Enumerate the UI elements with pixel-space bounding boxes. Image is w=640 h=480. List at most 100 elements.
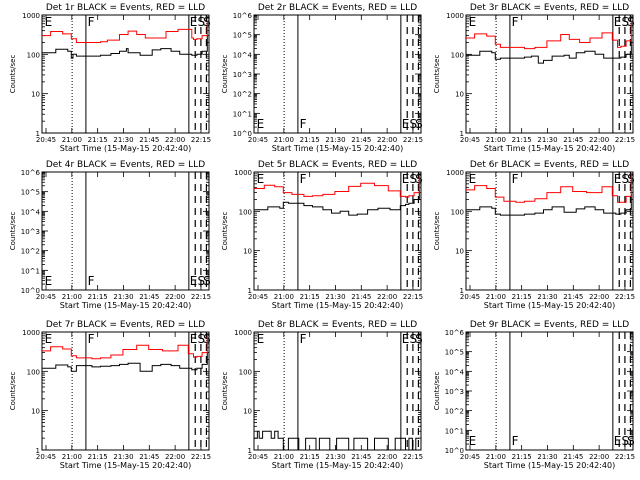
y-axis-label: Counts/sec: [221, 372, 229, 411]
y-tick-label: 10: [455, 248, 464, 256]
annotation-e: E: [614, 172, 622, 186]
x-tick-label: 21:30: [537, 453, 557, 461]
x-tick-label: 21:45: [563, 293, 583, 301]
annotation-f: F: [300, 332, 307, 346]
annotation-e: E: [402, 117, 410, 131]
x-tick-label: 21:00: [486, 453, 506, 461]
y-tick-label: 10^2: [233, 91, 252, 99]
series-line-events: [254, 430, 420, 451]
x-tick-label: 21:30: [537, 293, 557, 301]
x-axis-label: Start Time (15-May-15 20:42:40): [272, 144, 403, 153]
series-line-lld: [42, 21, 208, 43]
x-tick-label: 22:00: [377, 453, 397, 461]
y-tick-label: 10^0: [233, 130, 252, 138]
y-tick-label: 1000: [22, 329, 40, 337]
plot-frame: [253, 331, 422, 451]
y-tick-label: 1: [36, 130, 40, 138]
y-tick-label: 100: [451, 208, 464, 216]
x-tick-label: 21:00: [274, 293, 294, 301]
series-line-events: [254, 189, 420, 216]
chart-panel-1r: Det 1r BLACK = Events, RED = LLD 1 10 100 10…: [9, 3, 211, 153]
x-tick-label: 21:15: [88, 293, 108, 301]
y-axis-label: Counts/sec: [433, 55, 441, 94]
y-tick-label: 10^2: [21, 248, 40, 256]
annotation-f: F: [88, 274, 95, 288]
y-tick-label: 10^2: [445, 408, 464, 416]
x-tick-label: 21:15: [300, 453, 320, 461]
x-tick-label: 20:45: [248, 136, 268, 144]
chart-title: Det 3r BLACK = Events, RED = LLD: [470, 3, 629, 13]
annotation-e: E: [257, 332, 265, 346]
x-tick-label: 21:00: [62, 136, 82, 144]
chart-title: Det 7r BLACK = Events, RED = LLD: [46, 320, 205, 330]
x-tick-label: 21:30: [113, 293, 133, 301]
plot-frame: [465, 171, 634, 291]
annotation-s: S: [197, 274, 205, 288]
annotation-e: E: [45, 332, 53, 346]
chart-panel-2r: Det 2r BLACK = Events, RED = LLD 10^0 10^1…: [221, 3, 423, 153]
x-tick-label: 22:00: [589, 293, 609, 301]
x-tick-label: 22:00: [377, 293, 397, 301]
y-tick-label: 10^1: [233, 110, 252, 118]
x-tick-label: 22:15: [615, 453, 635, 461]
y-tick-label: 10^4: [445, 368, 465, 376]
plot-frame: [41, 171, 210, 291]
x-tick-label: 21:45: [351, 453, 371, 461]
y-tick-label: 10^5: [233, 32, 252, 40]
x-tick-label: 22:00: [165, 453, 185, 461]
x-tick-label: 21:30: [325, 293, 345, 301]
y-tick-label: 1000: [446, 169, 464, 177]
annotation-s: S: [621, 172, 629, 186]
x-tick-label: 22:15: [191, 136, 211, 144]
y-tick-label: 1: [460, 287, 464, 295]
annotation-f: F: [88, 332, 95, 346]
annotation-s: S: [409, 332, 417, 346]
plot-frame: [41, 14, 210, 134]
y-axis-label: Counts/sec: [433, 212, 441, 251]
y-axis-label: Counts/sec: [221, 212, 229, 251]
x-tick-label: 20:45: [36, 453, 56, 461]
y-tick-label: 10^0: [445, 447, 464, 455]
annotation-e: E: [614, 434, 622, 448]
y-tick-label: 1: [248, 447, 252, 455]
x-tick-label: 22:00: [165, 136, 185, 144]
x-axis-label: Start Time (15-May-15 20:42:40): [484, 144, 615, 153]
x-tick-label: 21:00: [486, 293, 506, 301]
y-tick-label: 10^1: [445, 427, 464, 435]
x-tick-label: 21:15: [300, 293, 320, 301]
y-axis-label: Counts/sec: [433, 372, 441, 411]
chart-title: Det 8r BLACK = Events, RED = LLD: [258, 320, 417, 330]
x-tick-label: 21:45: [139, 293, 159, 301]
x-tick-label: 22:15: [191, 453, 211, 461]
y-tick-label: 10: [31, 408, 40, 416]
chart-panel-9r: Det 9r BLACK = Events, RED = LLD 10^0 10^1…: [433, 320, 635, 470]
x-tick-label: 20:45: [460, 293, 480, 301]
y-tick-label: 1: [248, 287, 252, 295]
chart-panel-7r: Det 7r BLACK = Events, RED = LLD 1 10 100 10…: [9, 320, 211, 470]
x-tick-label: 22:15: [615, 136, 635, 144]
x-tick-label: 22:00: [165, 293, 185, 301]
x-tick-label: 21:45: [139, 453, 159, 461]
x-tick-label: 20:45: [248, 453, 268, 461]
x-tick-label: 22:00: [377, 136, 397, 144]
annotation-e: E: [45, 274, 53, 288]
x-tick-label: 21:45: [563, 453, 583, 461]
chart-title: Det 1r BLACK = Events, RED = LLD: [46, 3, 205, 13]
y-tick-label: 10^4: [21, 208, 41, 216]
series-line-lld: [254, 175, 420, 198]
x-tick-label: 22:15: [403, 136, 423, 144]
annotation-f: F: [512, 434, 519, 448]
annotation-s: S: [409, 172, 417, 186]
x-axis-label: Start Time (15-May-15 20:42:40): [60, 301, 191, 310]
y-tick-label: 10^6: [233, 12, 253, 20]
series-line-events: [42, 35, 208, 59]
x-tick-label: 21:15: [512, 136, 532, 144]
x-tick-label: 22:00: [589, 453, 609, 461]
y-tick-label: 1000: [446, 12, 464, 20]
x-tick-label: 22:15: [615, 293, 635, 301]
x-tick-label: 21:15: [512, 453, 532, 461]
y-tick-label: 1000: [234, 329, 252, 337]
y-tick-label: 1000: [22, 12, 40, 20]
y-tick-label: 1: [460, 130, 464, 138]
